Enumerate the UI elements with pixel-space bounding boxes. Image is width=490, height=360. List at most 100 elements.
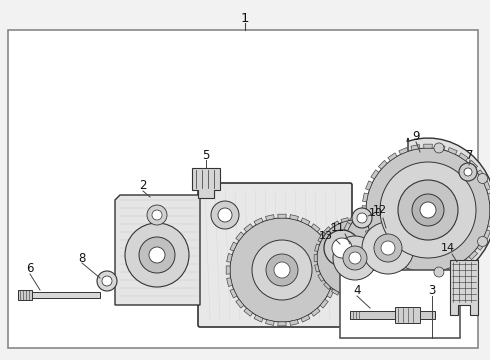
Polygon shape: [418, 274, 426, 283]
Circle shape: [349, 252, 361, 264]
Polygon shape: [320, 232, 328, 241]
Circle shape: [147, 205, 167, 225]
Polygon shape: [115, 195, 200, 305]
Bar: [18, 290, 32, 300]
Polygon shape: [290, 320, 298, 325]
Circle shape: [459, 163, 477, 181]
Polygon shape: [378, 291, 386, 296]
Polygon shape: [469, 251, 478, 260]
Polygon shape: [407, 138, 490, 282]
Bar: [395, 307, 420, 323]
Polygon shape: [424, 272, 432, 276]
Polygon shape: [341, 294, 348, 298]
Polygon shape: [266, 215, 274, 220]
Polygon shape: [488, 193, 490, 202]
Polygon shape: [341, 218, 348, 222]
Polygon shape: [368, 202, 376, 208]
Polygon shape: [484, 181, 490, 190]
Text: 4: 4: [353, 284, 361, 297]
Polygon shape: [323, 283, 331, 289]
Polygon shape: [430, 233, 436, 241]
Polygon shape: [436, 145, 445, 150]
Polygon shape: [311, 224, 320, 232]
Polygon shape: [358, 206, 366, 214]
Circle shape: [266, 254, 298, 286]
Polygon shape: [379, 283, 387, 289]
Polygon shape: [351, 217, 359, 220]
Text: 3: 3: [428, 284, 436, 297]
Polygon shape: [266, 320, 274, 325]
Circle shape: [97, 271, 117, 291]
Text: 2: 2: [139, 179, 147, 192]
Polygon shape: [363, 193, 368, 202]
Polygon shape: [331, 221, 339, 227]
Polygon shape: [386, 234, 392, 242]
Polygon shape: [323, 226, 331, 234]
Text: 7: 7: [466, 149, 474, 162]
Text: 10: 10: [369, 208, 383, 218]
Polygon shape: [450, 260, 478, 315]
Polygon shape: [226, 266, 230, 274]
Circle shape: [380, 162, 476, 258]
Polygon shape: [290, 215, 298, 220]
Polygon shape: [236, 232, 244, 241]
Circle shape: [333, 236, 377, 280]
Circle shape: [149, 247, 165, 263]
Circle shape: [332, 238, 352, 258]
Polygon shape: [236, 299, 244, 308]
Polygon shape: [390, 200, 397, 205]
Polygon shape: [368, 288, 376, 294]
Polygon shape: [327, 242, 334, 251]
Polygon shape: [379, 226, 387, 234]
Polygon shape: [400, 288, 409, 294]
Polygon shape: [366, 230, 372, 239]
Circle shape: [362, 222, 414, 274]
Polygon shape: [436, 270, 445, 275]
Polygon shape: [484, 230, 490, 239]
Polygon shape: [388, 153, 397, 161]
Polygon shape: [278, 214, 286, 218]
Circle shape: [366, 148, 490, 272]
Polygon shape: [371, 221, 378, 227]
Polygon shape: [318, 234, 324, 242]
Polygon shape: [230, 242, 237, 251]
Circle shape: [274, 262, 290, 278]
Polygon shape: [344, 222, 351, 231]
Polygon shape: [244, 224, 253, 232]
Text: 5: 5: [202, 149, 210, 162]
Polygon shape: [362, 218, 369, 222]
Polygon shape: [371, 289, 378, 295]
Text: 9: 9: [412, 130, 420, 143]
Bar: [8, 30, 478, 348]
Polygon shape: [430, 255, 436, 263]
Polygon shape: [341, 255, 346, 263]
Text: 14: 14: [441, 243, 455, 253]
Polygon shape: [334, 266, 338, 274]
Circle shape: [218, 208, 232, 222]
Polygon shape: [390, 291, 397, 296]
Text: 1: 1: [241, 12, 249, 24]
Circle shape: [420, 202, 436, 218]
Polygon shape: [388, 259, 397, 267]
Polygon shape: [363, 218, 368, 227]
Polygon shape: [448, 266, 457, 273]
Polygon shape: [477, 170, 485, 179]
Circle shape: [381, 241, 395, 255]
Polygon shape: [350, 274, 358, 283]
Polygon shape: [227, 253, 232, 262]
Text: 12: 12: [373, 205, 387, 215]
Polygon shape: [351, 296, 359, 299]
Polygon shape: [469, 160, 478, 169]
Polygon shape: [411, 270, 420, 275]
Polygon shape: [371, 241, 379, 250]
Circle shape: [230, 218, 334, 322]
Circle shape: [343, 246, 367, 270]
Polygon shape: [477, 241, 485, 250]
Polygon shape: [320, 299, 328, 308]
Polygon shape: [315, 265, 319, 272]
Circle shape: [152, 210, 162, 220]
Circle shape: [317, 220, 393, 296]
Circle shape: [434, 143, 444, 153]
Circle shape: [102, 276, 112, 286]
Circle shape: [434, 267, 444, 277]
